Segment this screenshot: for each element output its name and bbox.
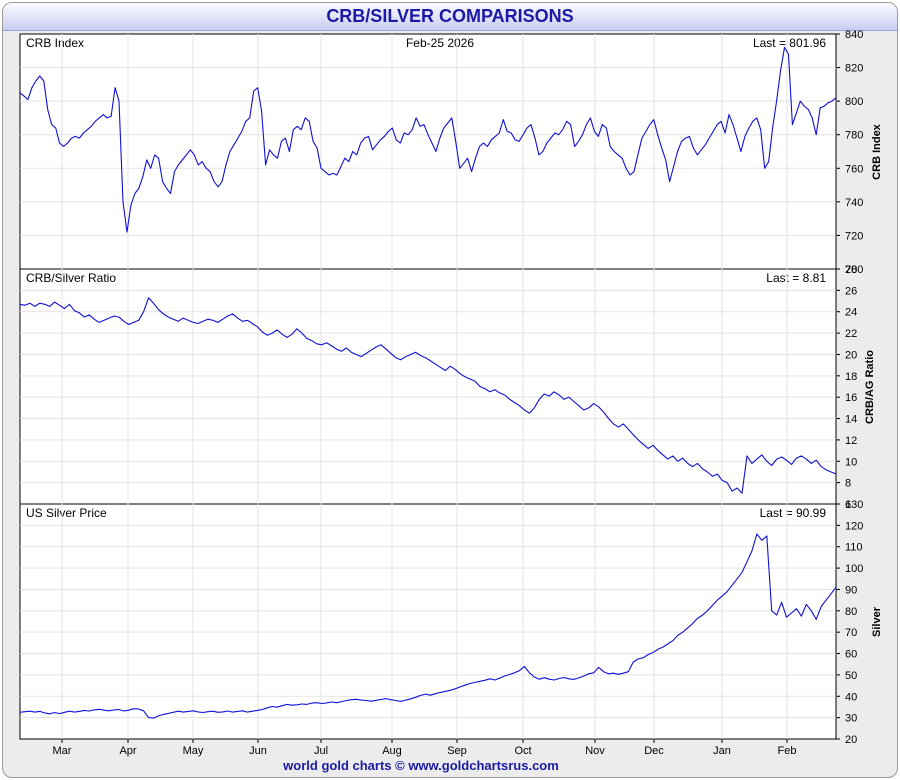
ratio-series-line — [19, 297, 837, 494]
panel-ratio-last: Last = 8.81 — [766, 271, 826, 285]
silver-ytick-label: 120 — [845, 520, 863, 532]
x-tick-label-jul: Jul — [314, 745, 328, 757]
chart-title: CRB/SILVER COMPARISONS — [3, 3, 897, 31]
x-tick-label-sep: Sep — [447, 745, 467, 757]
silver-ytick-label: 80 — [845, 606, 857, 618]
x-tick-label-jan: Jan — [713, 745, 731, 757]
silver-ytick-label: 100 — [845, 563, 863, 575]
ratio-ytick-label: 16 — [845, 392, 857, 404]
silver-ytick-label: 90 — [845, 584, 857, 596]
panel-crb-label: CRB Index — [26, 36, 84, 50]
ratio-ytick-label: 12 — [845, 435, 857, 447]
panel-silver-label: US Silver Price — [26, 506, 107, 520]
crb-ytick-label: 740 — [845, 197, 863, 209]
crb-ytick-label: 840 — [845, 29, 863, 41]
silver-ytick-label: 110 — [845, 542, 863, 554]
crb-ytick-label: 760 — [845, 163, 863, 175]
x-tick-label-may: May — [183, 745, 204, 757]
crb-series-line — [19, 46, 837, 233]
ratio-ytick-label: 6 — [845, 499, 851, 511]
panel-ratio-ylabel: CRB/AG Ratio — [864, 350, 876, 424]
silver-ytick-label: 130 — [845, 499, 863, 511]
crb-ytick-label: 820 — [845, 63, 863, 75]
ratio-ytick-label: 10 — [845, 456, 857, 468]
panel-crb-ylabel: CRB Index — [871, 123, 883, 180]
ratio-ytick-label: 28 — [845, 264, 857, 276]
panel-crb-date: Feb-25 2026 — [406, 36, 474, 50]
ratio-ytick-label: 18 — [845, 371, 857, 383]
x-tick-label-feb: Feb — [778, 745, 797, 757]
x-tick-label-dec: Dec — [644, 745, 664, 757]
silver-ytick-label: 40 — [845, 691, 857, 703]
panel-silver-ylabel: Silver — [871, 606, 883, 637]
ratio-ytick-label: 24 — [845, 307, 857, 319]
crb-ytick-label: 800 — [845, 96, 863, 108]
silver-ytick-label: 60 — [845, 649, 857, 661]
x-tick-label-jun: Jun — [249, 745, 267, 757]
x-tick-label-oct: Oct — [514, 745, 531, 757]
chart-marks: 700 720 740 760 780 800 820 840 6 8 10 12 14 16 18 20 22… — [19, 29, 863, 757]
silver-ytick-label: 50 — [845, 670, 857, 682]
silver-ytick-label: 20 — [845, 734, 857, 746]
crb-ytick-label: 780 — [845, 130, 863, 142]
footer-credit: world gold charts © www.goldchartsrus.co… — [283, 758, 559, 773]
silver-ytick-label: 30 — [845, 713, 857, 725]
x-tick-label-nov: Nov — [585, 745, 605, 757]
panel-crb-last: Last = 801.96 — [753, 36, 826, 50]
crb-ytick-label: 700 — [845, 264, 863, 276]
x-tick-label-aug: Aug — [382, 745, 402, 757]
ratio-ytick-label: 8 — [845, 478, 851, 490]
panel-ratio-plot-area — [19, 268, 837, 505]
ratio-ytick-label: 22 — [845, 328, 857, 340]
silver-series-line — [19, 533, 837, 719]
crb-ytick-label: 720 — [845, 230, 863, 242]
ratio-ytick-label: 20 — [845, 349, 857, 361]
panel-crb-plot-area — [19, 33, 837, 270]
panel-silver-last: Last = 90.99 — [760, 506, 827, 520]
panel-silver-plot-area — [19, 503, 837, 740]
silver-ytick-label: 70 — [845, 627, 857, 639]
ratio-ytick-label: 26 — [845, 285, 857, 297]
ratio-ytick-label: 14 — [845, 414, 857, 426]
panel-ratio-label: CRB/Silver Ratio — [26, 271, 116, 285]
x-tick-label-mar: Mar — [53, 745, 72, 757]
x-tick-label-apr: Apr — [119, 745, 136, 757]
